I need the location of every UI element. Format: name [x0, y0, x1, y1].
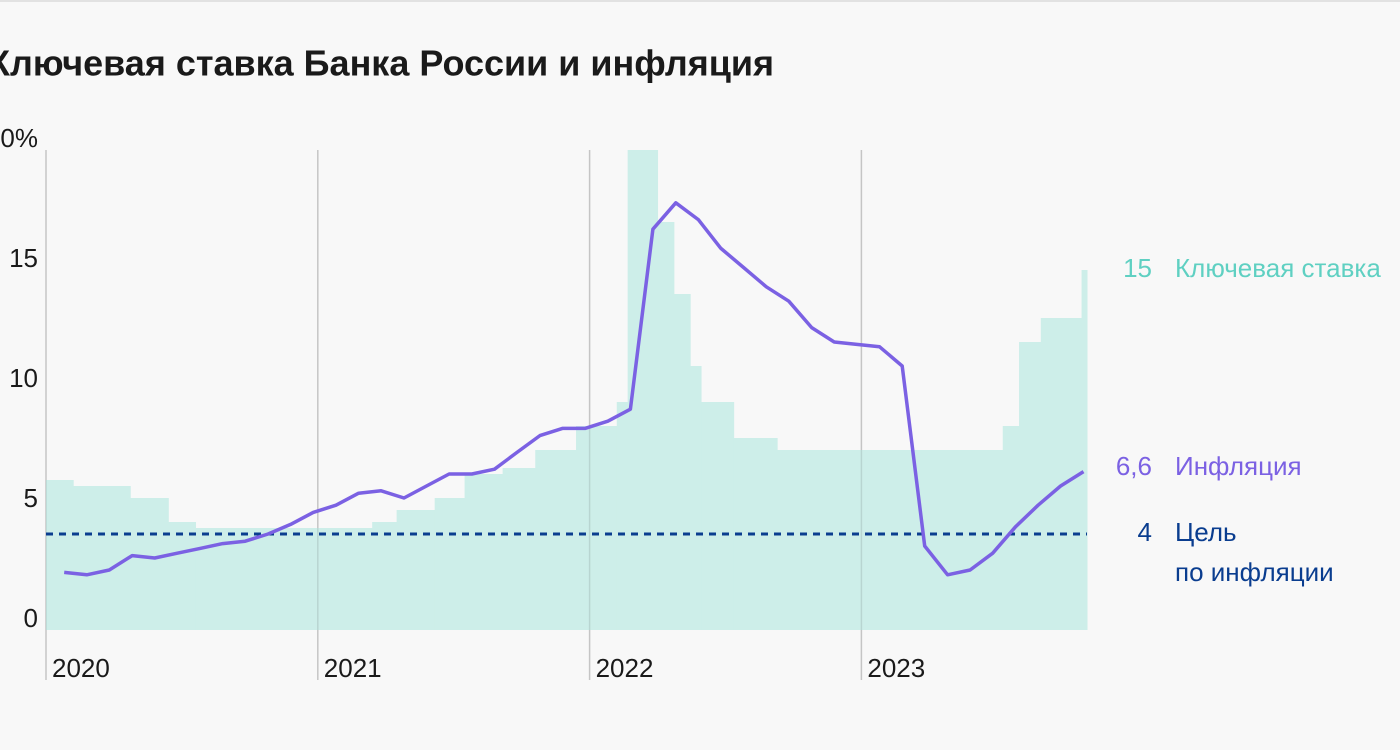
- key-rate-bar: [616, 402, 629, 630]
- y-tick-label: 15: [9, 243, 38, 273]
- y-tick-label: 10: [9, 363, 38, 393]
- y-tick-label: 20%: [0, 123, 38, 153]
- x-tick-label: 2021: [324, 653, 382, 683]
- key-rate-bar: [1019, 342, 1042, 630]
- key-rate-bar: [535, 450, 577, 630]
- key-rate-bar: [1002, 426, 1020, 630]
- key-rate-bar: [576, 426, 618, 630]
- key-rate-bar: [701, 402, 735, 630]
- key-rate-legend: Ключевая ставка: [1175, 253, 1381, 283]
- key-rate-bar: [502, 468, 536, 630]
- key-rate-bar: [464, 474, 504, 630]
- key-rate-bar: [46, 480, 74, 630]
- key-rate-bar: [1081, 270, 1088, 630]
- inflation-legend: Инфляция: [1175, 451, 1302, 481]
- target-label: по инфляции: [1175, 557, 1334, 587]
- y-tick-label: 0: [24, 603, 38, 633]
- y-tick-label: 5: [24, 483, 38, 513]
- inflation-line: [64, 201, 1085, 577]
- key-rate-bar: [168, 522, 196, 630]
- inflation-value-label: 6,6: [1116, 451, 1152, 481]
- x-tick-label: 2023: [867, 653, 925, 683]
- key-rate-bar: [1040, 318, 1083, 630]
- target-label: Цель: [1175, 517, 1237, 547]
- target-value-label: 4: [1138, 517, 1152, 547]
- key-rate-bar: [130, 498, 169, 630]
- chart-title: Ключевая ставка Банка России и инфляция: [0, 43, 774, 84]
- key-rate-bar: [777, 450, 1004, 630]
- key-rate-bar: [396, 510, 436, 630]
- key-rate-bar: [372, 522, 398, 630]
- key-rate-value-label: 15: [1123, 253, 1152, 283]
- key-rate-bar: [73, 486, 131, 630]
- key-rate-bar: [690, 366, 702, 630]
- x-tick-label: 2020: [52, 653, 110, 683]
- key-rate-bar: [434, 498, 466, 630]
- key-rate-bar: [673, 294, 691, 630]
- key-rate-bar: [657, 222, 675, 630]
- x-tick-label: 2022: [596, 653, 654, 683]
